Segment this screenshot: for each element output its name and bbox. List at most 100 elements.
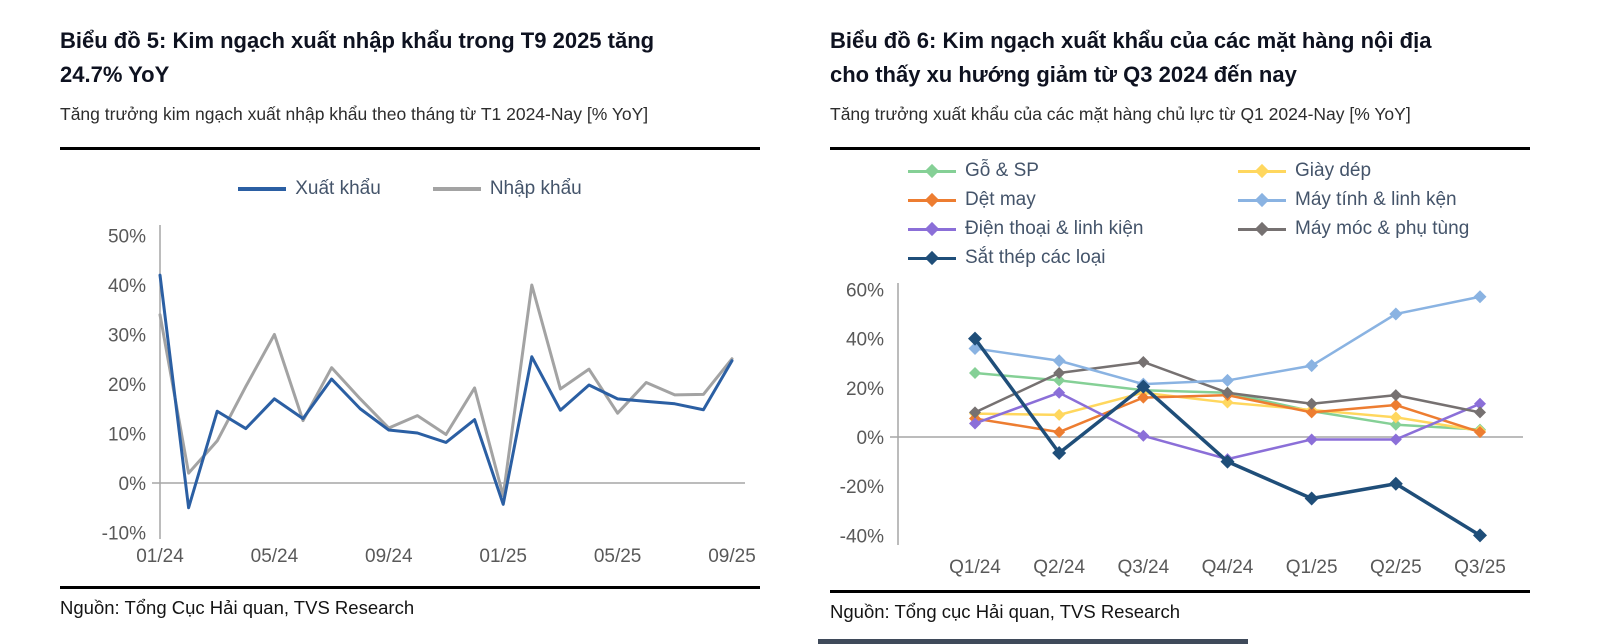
x-tick-label: 05/25 (594, 546, 642, 567)
legend-diamond-icon (1254, 192, 1270, 208)
may-moc-phu-tung-diamond-marker (1053, 367, 1066, 380)
chart-title-line-1: Biểu đồ 5: Kim ngạch xuất nhập khẩu tron… (60, 28, 655, 53)
y-tick-label: 50% (108, 227, 146, 248)
y-tick-label: 20% (108, 375, 146, 396)
commodity-exports-line-chart: 60% 40% 20% 0% -20% -40% Q1/24 Q2/24 Q3/24 Q4/24 Q… (840, 280, 1523, 578)
legend-line-diamond-swatch (908, 221, 956, 237)
chart-title-line-1: Biểu đồ 6: Kim ngạch xuất khẩu của các m… (830, 28, 1432, 53)
y-tick-label: -40% (840, 526, 884, 547)
may-moc-phu-tung-diamond-marker (1474, 406, 1486, 419)
dien-thoai-linh-kien-diamond-marker (1053, 386, 1066, 399)
chart-title-line-2: cho thấy xu hướng giảm từ Q3 2024 đến na… (830, 62, 1297, 87)
legend-label: Sắt thép các loại (965, 247, 1106, 268)
det-may-diamond-marker (1137, 391, 1150, 404)
legend-item-giay-dep: Giày dép (1238, 160, 1538, 182)
x-tick-label: 09/25 (708, 546, 756, 567)
x-tick-label: Q2/25 (1370, 557, 1422, 578)
legend: Gỗ & SP Giày dép Dệt may Máy tính & linh kệ… (908, 160, 1538, 269)
y-tick-label: 40% (108, 276, 146, 297)
sat-thep-cac-loai-diamond-marker (1052, 445, 1067, 460)
legend: Xuất khẩu Nhập khẩu (60, 178, 760, 200)
chart-subtitle: Tăng trưởng kim ngạch xuất nhập khẩu the… (60, 104, 649, 124)
legend-line-diamond-swatch (908, 192, 956, 208)
x-tick-label: Q2/24 (1033, 557, 1085, 578)
divider-bottom (60, 586, 760, 589)
may-moc-phu-tung-diamond-marker (1221, 386, 1234, 399)
x-tick-label: Q1/25 (1286, 557, 1338, 578)
chart-title: Biểu đồ 5: Kim ngạch xuất nhập khẩu tron… (60, 24, 760, 92)
legend-item-go-sp: Gỗ & SP (908, 160, 1238, 182)
x-tick-label: Q3/24 (1117, 557, 1169, 578)
may-tinh-linh-ken-diamond-marker (1052, 354, 1066, 368)
giay-dep-diamond-marker (1053, 408, 1066, 421)
dien-thoai-linh-kien-diamond-marker (1305, 433, 1318, 446)
dien-thoai-linh-kien-diamond-marker (1389, 433, 1402, 446)
may-moc-phu-tung-diamond-marker (1389, 389, 1402, 402)
go-sp-diamond-marker (1053, 374, 1066, 387)
legend-item-xuat-khau: Xuất khẩu (238, 178, 381, 200)
y-tick-label: 20% (846, 379, 884, 400)
divider-bottom (830, 590, 1530, 593)
legend-diamond-icon (924, 192, 940, 208)
x-tick-label: 05/24 (251, 546, 299, 567)
divider-top (60, 147, 760, 150)
legend-item-dien-thoai-linh-kien: Điện thoại & linh kiện (908, 218, 1238, 240)
legend-item-nhap-khau: Nhập khẩu (432, 178, 582, 200)
may-moc-phu-tung-diamond-marker (969, 406, 981, 419)
divider-top (830, 147, 1530, 150)
legend-label: Dệt may (965, 189, 1036, 210)
legend-diamond-icon (924, 221, 940, 237)
sat-thep-cac-loai-diamond-marker (1220, 454, 1235, 469)
may-moc-phu-tung-diamond-marker (1305, 397, 1318, 410)
may-tinh-linh-ken-line (973, 295, 1482, 386)
legend-line (238, 187, 287, 191)
det-may-diamond-marker (1305, 406, 1318, 419)
may-tinh-linh-ken-diamond-marker (1305, 359, 1319, 373)
may-tinh-linh-ken-diamond-marker (1389, 307, 1403, 321)
cropped-bottom-bar (818, 639, 1248, 644)
dien-thoai-linh-kien-diamond-marker (969, 417, 981, 430)
legend-label: Gỗ & SP (965, 160, 1039, 181)
det-may-diamond-marker (1053, 426, 1066, 439)
chart-card-commodity-exports: Biểu đồ 6: Kim ngạch xuất khẩu của các m… (830, 0, 1530, 644)
y-tick-label: 0% (119, 474, 147, 495)
x-tick-label: Q4/24 (1202, 557, 1254, 578)
exports-imports-line-chart: 50% 40% 30% 20% 10% 0% -10%01/24 05/24 09/24 01/2… (102, 225, 756, 567)
legend-diamond-icon (1254, 163, 1270, 179)
xuat-khau-line (158, 273, 734, 510)
sat-thep-cac-loai-diamond-marker (968, 331, 982, 346)
chart-card-exports-imports: Biểu đồ 5: Kim ngạch xuất nhập khẩu tron… (60, 0, 760, 644)
legend-item-det-may: Dệt may (908, 189, 1238, 211)
giay-dep-diamond-marker (1221, 396, 1234, 409)
chart-title: Biểu đồ 6: Kim ngạch xuất khẩu của các m… (830, 24, 1530, 92)
x-tick-label: 01/24 (136, 546, 184, 567)
sat-thep-cac-loai-diamond-marker (1136, 379, 1151, 394)
chart-title-line-2: 24.7% YoY (60, 62, 170, 87)
sat-thep-cac-loai-diamond-marker (1304, 491, 1319, 506)
source-note: Nguồn: Tổng Cục Hải quan, TVS Research (60, 597, 415, 618)
legend-diamond-icon (924, 250, 940, 266)
y-tick-label: 0% (857, 428, 885, 449)
y-tick-label: 10% (108, 425, 146, 446)
go-sp-diamond-marker (1389, 418, 1402, 431)
dien-thoai-linh-kien-diamond-marker (1137, 429, 1150, 442)
det-may-diamond-marker (1389, 399, 1402, 412)
x-tick-label: Q3/25 (1454, 557, 1506, 578)
may-tinh-linh-ken-diamond-marker (1473, 290, 1487, 304)
legend-line-diamond-swatch (908, 250, 956, 266)
sat-thep-cac-loai-diamond-marker (1388, 476, 1403, 491)
y-tick-label: 60% (846, 280, 884, 301)
legend-label: Giày dép (1295, 160, 1372, 181)
legend-label: Máy tính & linh kện (1295, 189, 1457, 210)
det-may-diamond-marker (1474, 426, 1486, 439)
legend-line (432, 187, 481, 191)
chart-subtitle: Tăng trưởng xuất khẩu của các mặt hàng c… (830, 104, 1411, 124)
legend-line-diamond-swatch (1238, 221, 1286, 237)
legend-diamond-icon (924, 163, 940, 179)
may-tinh-linh-ken-diamond-marker (1221, 373, 1234, 387)
may-moc-phu-tung-diamond-marker (1137, 355, 1150, 368)
legend-line-diamond-swatch (1238, 163, 1286, 179)
source-note: Nguồn: Tổng cục Hải quan, TVS Research (830, 601, 1180, 622)
legend-diamond-icon (1254, 221, 1270, 237)
